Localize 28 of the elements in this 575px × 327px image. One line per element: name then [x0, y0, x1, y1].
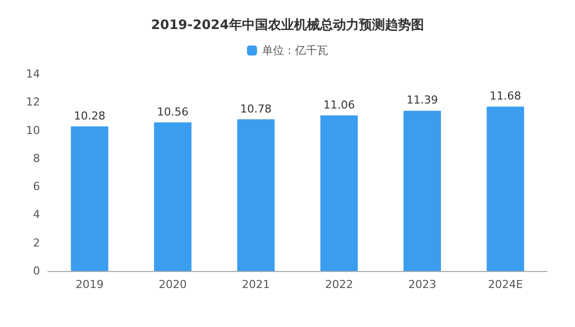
bar — [154, 122, 192, 271]
x-tick-label: 2019 — [76, 278, 104, 291]
data-label: 11.06 — [323, 98, 355, 112]
y-tick-label: 8 — [33, 152, 40, 165]
x-tick-label: 2024E — [488, 278, 523, 291]
x-tick-label: 2020 — [158, 278, 187, 291]
bar — [70, 126, 108, 271]
y-tick-label: 12 — [26, 96, 40, 109]
y-tick-label: 2 — [33, 236, 40, 250]
data-label: 11.39 — [406, 94, 438, 107]
x-tick-label: 2022 — [325, 278, 354, 291]
y-tick-label: 6 — [33, 180, 40, 194]
y-tick-label: 14 — [26, 68, 40, 80]
x-tick-label: 2023 — [408, 278, 436, 291]
data-label: 10.28 — [74, 109, 106, 122]
y-tick-label: 0 — [33, 264, 40, 278]
chart-title: 2019-2024年中国农业机械总动力预测趋势图 — [151, 17, 424, 33]
bar — [486, 106, 524, 271]
legend-label: 单位：亿千瓦 — [262, 44, 328, 57]
x-tick-label: 2021 — [242, 278, 270, 291]
bar — [404, 110, 441, 271]
y-tick-label: 4 — [33, 208, 40, 222]
bar — [237, 119, 275, 271]
data-label: 10.56 — [157, 105, 188, 118]
y-tick-label: 10 — [26, 124, 40, 137]
data-label: 10.78 — [240, 102, 272, 116]
bar — [320, 115, 358, 271]
data-label: 11.68 — [490, 90, 522, 103]
